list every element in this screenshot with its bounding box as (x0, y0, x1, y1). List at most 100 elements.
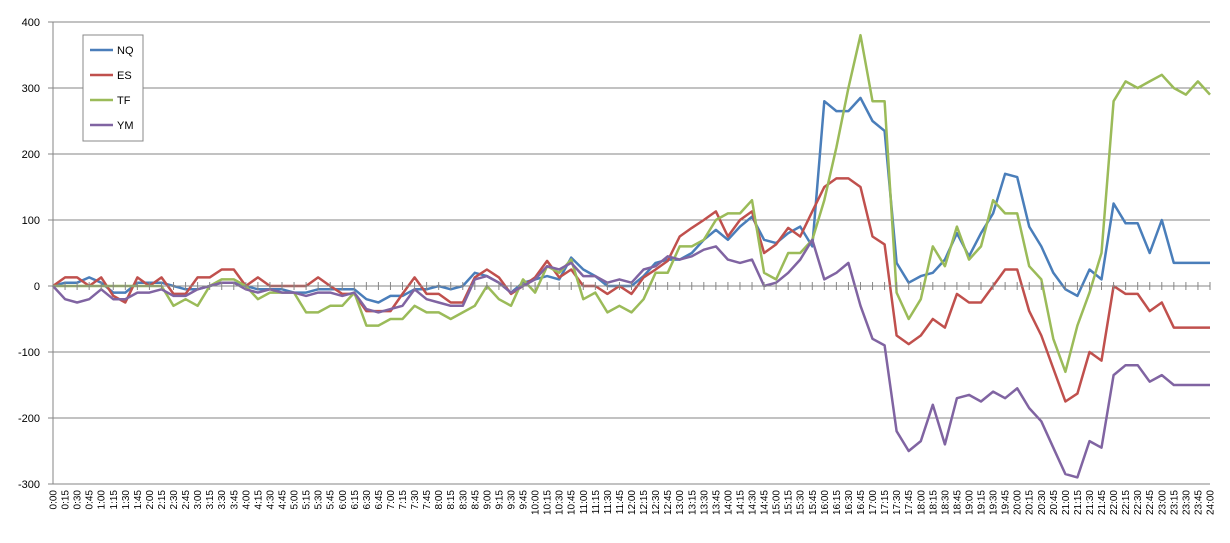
x-tick-label: 12:30 (651, 490, 662, 515)
x-tick-label: 21:30 (1085, 490, 1096, 515)
x-tick-label: 17:15 (880, 490, 891, 515)
x-tick-label: 11:00 (579, 490, 590, 515)
x-tick-label: 17:45 (904, 490, 915, 515)
legend-label: TF (117, 95, 131, 107)
legend-label: NQ (117, 45, 134, 57)
x-tick-label: 3:45 (229, 490, 240, 510)
x-tick-label: 19:15 (977, 490, 988, 515)
x-tick-label: 17:30 (892, 490, 903, 515)
x-tick-label: 14:00 (723, 490, 734, 515)
x-tick-label: 11:45 (615, 490, 626, 515)
y-tick-label: 200 (22, 149, 40, 161)
y-tick-label: -100 (18, 347, 40, 359)
x-tick-label: 18:15 (928, 490, 939, 515)
x-tick-label: 14:15 (735, 490, 746, 515)
x-tick-label: 5:00 (290, 490, 301, 510)
x-tick-label: 2:45 (181, 490, 192, 510)
x-tick-label: 0:15 (61, 490, 72, 510)
x-tick-label: 4:30 (265, 490, 276, 510)
x-tick-label: 15:00 (772, 490, 783, 515)
legend-box (82, 34, 144, 142)
x-tick-label: 8:30 (458, 490, 469, 510)
x-tick-label: 5:45 (326, 490, 337, 510)
x-tick-label: 13:15 (687, 490, 698, 515)
x-tick-label: 13:30 (699, 490, 710, 515)
x-tick-label: 13:00 (675, 490, 686, 515)
x-tick-label: 6:45 (374, 490, 385, 510)
legend-label: ES (117, 70, 132, 82)
x-tick-label: 8:00 (434, 490, 445, 510)
x-tick-label: 14:45 (760, 490, 771, 515)
legend-label: YM (117, 120, 134, 132)
legend: NQ ES TF YM (82, 34, 144, 142)
x-tick-label: 3:00 (193, 490, 204, 510)
x-tick-label: 11:30 (603, 490, 614, 515)
x-tick-label: 21:15 (1073, 490, 1084, 515)
x-tick-label: 6:30 (362, 490, 373, 510)
x-tick-label: 20:45 (1049, 490, 1060, 515)
x-tick-label: 0:45 (85, 490, 96, 510)
x-tick-label: 20:30 (1037, 490, 1048, 515)
x-tick-label: 4:45 (277, 490, 288, 510)
x-tick-label: 18:00 (916, 490, 927, 515)
x-tick-label: 7:30 (410, 490, 421, 510)
x-tick-label: 10:30 (555, 490, 566, 515)
x-tick-label: 19:00 (964, 490, 975, 515)
x-tick-label: 21:00 (1061, 490, 1072, 515)
x-tick-label: 22:45 (1145, 490, 1156, 515)
x-tick-label: 24:00 (1206, 490, 1217, 515)
x-tick-label: 2:30 (169, 490, 180, 510)
x-tick-label: 20:15 (1025, 490, 1036, 515)
x-tick-label: 1:00 (97, 490, 108, 510)
x-tick-label: 10:15 (543, 490, 554, 515)
x-tick-label: 1:15 (109, 490, 120, 510)
x-tick-label: 7:45 (422, 490, 433, 510)
x-tick-label: 10:45 (567, 490, 578, 515)
x-tick-label: 18:45 (952, 490, 963, 515)
y-tick-label: -200 (18, 413, 40, 425)
x-tick-label: 15:15 (784, 490, 795, 515)
x-tick-label: 9:00 (482, 490, 493, 510)
x-tick-label: 5:15 (302, 490, 313, 510)
x-tick-label: 16:00 (820, 490, 831, 515)
x-tick-label: 16:30 (844, 490, 855, 515)
x-tick-label: 5:30 (314, 490, 325, 510)
x-tick-label: 7:00 (386, 490, 397, 510)
x-tick-label: 19:30 (989, 490, 1000, 515)
x-tick-label: 16:15 (832, 490, 843, 515)
x-tick-label: 3:15 (205, 490, 216, 510)
y-tick-label: 400 (22, 17, 40, 29)
x-tick-label: 10:00 (531, 490, 542, 515)
x-tick-label: 20:00 (1013, 490, 1024, 515)
x-tick-label: 23:15 (1169, 490, 1180, 515)
x-tick-label: 15:45 (808, 490, 819, 515)
x-tick-label: 12:00 (627, 490, 638, 515)
x-tick-label: 1:30 (121, 490, 132, 510)
x-tick-label: 11:15 (591, 490, 602, 515)
x-tick-label: 21:45 (1097, 490, 1108, 515)
x-tick-label: 16:45 (856, 490, 867, 515)
x-tick-label: 2:15 (157, 490, 168, 510)
x-tick-label: 23:45 (1193, 490, 1204, 515)
x-tick-label: 15:30 (796, 490, 807, 515)
x-tick-label: 0:00 (49, 490, 60, 510)
x-tick-label: 2:00 (145, 490, 156, 510)
x-tick-label: 22:00 (1109, 490, 1120, 515)
x-tick-label: 6:00 (338, 490, 349, 510)
x-tick-label: 12:15 (639, 490, 650, 515)
x-tick-label: 8:15 (446, 490, 457, 510)
x-tick-label: 22:30 (1133, 490, 1144, 515)
x-tick-label: 18:30 (940, 490, 951, 515)
y-tick-label: -300 (18, 479, 40, 491)
x-tick-label: 9:15 (494, 490, 505, 510)
x-tick-label: 19:45 (1001, 490, 1012, 515)
x-tick-label: 3:30 (217, 490, 228, 510)
x-tick-label: 23:30 (1181, 490, 1192, 515)
x-tick-label: 0:30 (73, 490, 84, 510)
x-tick-label: 14:30 (748, 490, 759, 515)
x-tick-label: 17:00 (868, 490, 879, 515)
x-tick-label: 9:45 (519, 490, 530, 510)
x-tick-label: 7:15 (398, 490, 409, 510)
x-tick-label: 22:15 (1121, 490, 1132, 515)
